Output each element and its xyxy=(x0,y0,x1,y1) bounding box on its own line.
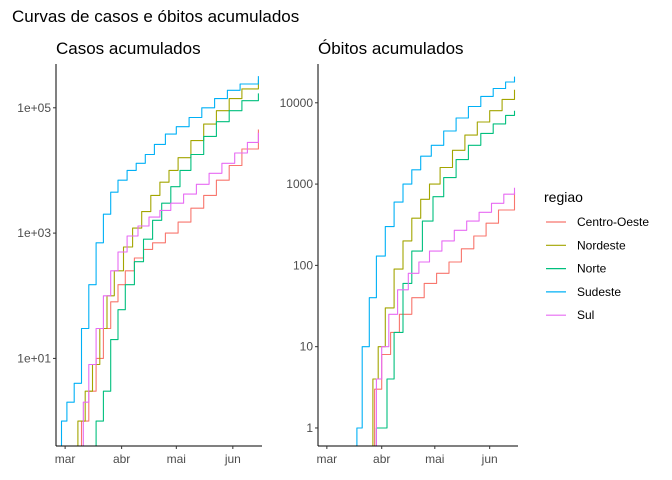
x-tick-label: jun xyxy=(481,452,498,466)
panel-title-casos: Casos acumulados xyxy=(56,39,201,58)
series-line-obitos-sul xyxy=(371,187,516,447)
legend-items: Centro-Oeste Nordeste Norte Sudeste Sul xyxy=(546,215,649,322)
legend: regiao Centro-Oeste Nordeste Norte Sudeste S… xyxy=(544,189,649,322)
legend-label-norte: Norte xyxy=(577,262,607,276)
y-tick-label: 1e+01 xyxy=(17,351,51,365)
legend-label-centro-oeste: Centro-Oeste xyxy=(577,215,649,229)
x-tick-label: mar xyxy=(55,452,76,466)
series-group-casos xyxy=(57,76,259,447)
y-tick-label: 1000 xyxy=(286,177,313,191)
panel-title-obitos: Óbitos acumulados xyxy=(318,39,464,58)
series-group-obitos xyxy=(353,76,516,447)
series-line-obitos-norte xyxy=(372,110,516,447)
legend-label-nordeste: Nordeste xyxy=(577,238,626,252)
series-line-obitos-sudeste xyxy=(353,76,516,447)
panel-casos-acumulados: Casos acumulados 1e+01 1e+03 1e+05 mar abr ma… xyxy=(17,39,262,466)
y-tick-label: 10 xyxy=(300,340,314,354)
y-tick-label: 1e+05 xyxy=(17,101,51,115)
x-tick-label: jun xyxy=(224,452,241,466)
series-line-obitos-centro-oeste xyxy=(371,192,516,447)
x-tick-label: abr xyxy=(113,452,130,466)
series-line-casos-sul xyxy=(76,132,259,447)
x-tick-label: mar xyxy=(317,452,338,466)
y-tick-label: 100 xyxy=(293,258,313,272)
y-tick-label: 1 xyxy=(306,421,313,435)
legend-title: regiao xyxy=(544,189,583,205)
legend-label-sudeste: Sudeste xyxy=(577,285,621,299)
y-tick-label: 10000 xyxy=(280,96,314,110)
series-line-casos-norte xyxy=(88,93,259,447)
series-line-obitos-nordeste xyxy=(369,89,516,447)
legend-label-sul: Sul xyxy=(577,308,594,322)
figure-title: Curvas de casos e óbitos acumulados xyxy=(12,7,299,26)
x-tick-label: mai xyxy=(167,452,186,466)
ticks-group-casos: 1e+01 1e+03 1e+05 mar abr mai jun xyxy=(17,101,241,466)
x-tick-label: abr xyxy=(373,452,390,466)
x-tick-label: mai xyxy=(425,452,444,466)
panel-obitos-acumulados: Óbitos acumulados 1 10 100 1000 10000 mar abr m… xyxy=(280,39,518,466)
ticks-group-obitos: 1 10 100 1000 10000 mar abr mai jun xyxy=(280,96,498,466)
series-line-casos-sudeste xyxy=(57,76,259,447)
y-tick-label: 1e+03 xyxy=(17,226,51,240)
